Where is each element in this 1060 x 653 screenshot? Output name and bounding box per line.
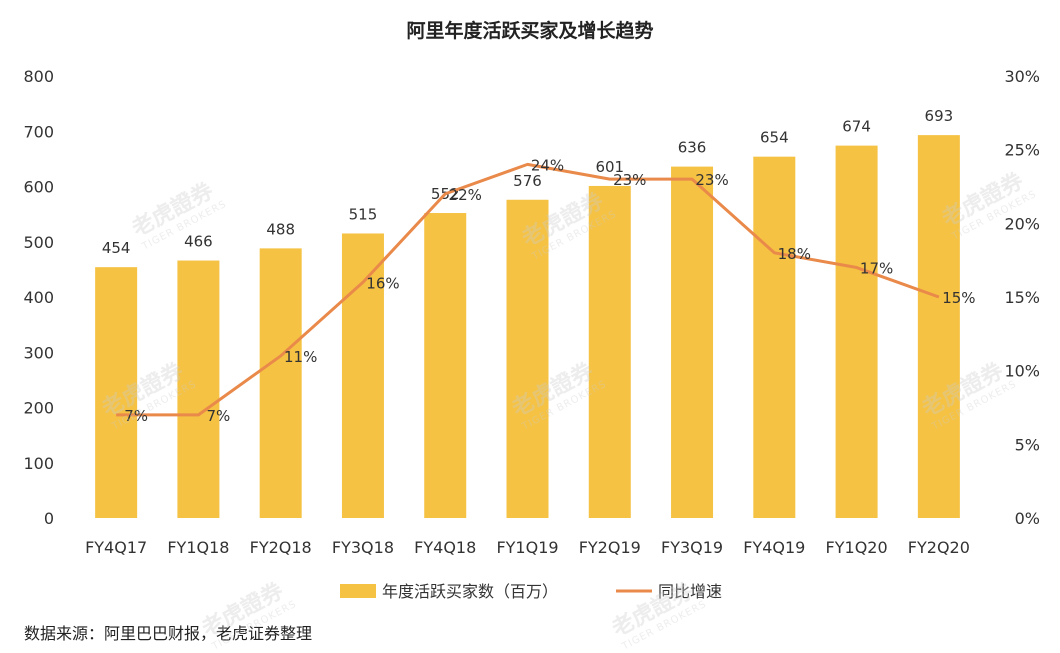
bar <box>917 135 960 518</box>
x-axis-tick-label: FY2Q20 <box>908 538 970 557</box>
right-axis-tick-label: 25% <box>1004 141 1040 160</box>
x-axis-tick-label: FY2Q19 <box>579 538 641 557</box>
left-axis-tick-label: 100 <box>23 454 54 473</box>
x-axis-tick-label: FY1Q20 <box>826 538 888 557</box>
bar <box>753 156 796 519</box>
chart-title: 阿里年度活跃买家及增长趋势 <box>406 19 653 42</box>
growth-value-label: 16% <box>366 274 399 292</box>
x-axis-labels: FY4Q17 FY1Q18 FY2Q18 FY3Q18 FY4Q18 FY1Q19 FY2Q… <box>85 538 970 557</box>
bar-value-label: 601 <box>595 158 624 176</box>
x-axis-tick-label: FY1Q19 <box>496 538 558 557</box>
growth-value-label: 23% <box>613 171 646 189</box>
right-axis-tick-label: 15% <box>1004 288 1040 307</box>
source-note: 数据来源：阿里巴巴财报，老虎证券整理 <box>24 624 313 643</box>
growth-line-path <box>116 162 940 417</box>
right-axis-tick-label: 30% <box>1004 67 1040 86</box>
x-axis-tick-label: FY3Q18 <box>332 538 394 557</box>
growth-value-label: 15% <box>942 289 975 307</box>
bar-value-label: 654 <box>760 129 789 147</box>
legend-swatch-bars <box>340 584 376 598</box>
growth-value-label: 7% <box>207 407 231 425</box>
left-axis-tick-label: 300 <box>23 343 54 362</box>
growth-value-label: 17% <box>860 260 893 278</box>
growth-value-label: 18% <box>778 245 811 263</box>
x-axis-tick-label: FY3Q19 <box>661 538 723 557</box>
growth-value-label: 7% <box>124 407 148 425</box>
left-axis-tick-label: 600 <box>23 178 54 197</box>
right-axis-tick-label: 0% <box>1015 509 1040 528</box>
bar-value-label: 674 <box>842 118 871 136</box>
x-axis-tick-label: FY4Q18 <box>414 538 476 557</box>
growth-value-label: 23% <box>695 171 728 189</box>
bar-value-label: 466 <box>184 233 213 251</box>
bar-value-label: 576 <box>513 172 542 190</box>
left-axis-tick-label: 400 <box>23 288 54 307</box>
bar <box>835 145 878 519</box>
growth-line: 7% 7% 11% 16% 22% 24% 23% 23% 18% 17% 15% <box>116 156 976 425</box>
x-axis-tick-label: FY2Q18 <box>250 538 312 557</box>
bar <box>671 166 714 519</box>
left-axis-tick-label: 800 <box>23 67 54 86</box>
bar <box>259 248 302 518</box>
x-axis-tick-label: FY1Q18 <box>167 538 229 557</box>
bar-value-label: 488 <box>266 220 295 238</box>
bar-value-label: 454 <box>102 239 131 257</box>
bar <box>588 185 631 518</box>
x-axis-tick-label: FY4Q19 <box>743 538 805 557</box>
left-axis: 0 100 200 300 400 500 600 700 800 <box>23 67 54 528</box>
left-axis-tick-label: 200 <box>23 399 54 418</box>
x-axis-tick-label: FY4Q17 <box>85 538 147 557</box>
right-axis-tick-label: 20% <box>1004 214 1040 233</box>
right-axis-tick-label: 10% <box>1004 362 1040 381</box>
bar <box>506 199 549 518</box>
growth-value-label: 22% <box>449 186 482 204</box>
growth-value-label: 24% <box>531 156 564 174</box>
left-axis-tick-label: 0 <box>44 509 54 528</box>
bar <box>95 267 138 518</box>
bar <box>424 213 467 518</box>
legend-label-bars: 年度活跃买家数（百万） <box>382 582 558 601</box>
right-axis-tick-label: 5% <box>1015 435 1040 454</box>
bar-value-label: 693 <box>925 107 954 125</box>
right-axis: 0% 5% 10% 15% 20% 25% 30% <box>1004 67 1040 528</box>
legend-label-line: 同比增速 <box>658 582 722 601</box>
growth-value-label: 11% <box>284 348 317 366</box>
left-axis-tick-label: 500 <box>23 233 54 252</box>
legend: 年度活跃买家数（百万） 同比增速 <box>340 582 722 601</box>
bar-value-label: 636 <box>678 139 707 157</box>
bar <box>177 260 220 518</box>
left-axis-tick-label: 700 <box>23 122 54 141</box>
bar-value-label: 515 <box>349 205 378 223</box>
